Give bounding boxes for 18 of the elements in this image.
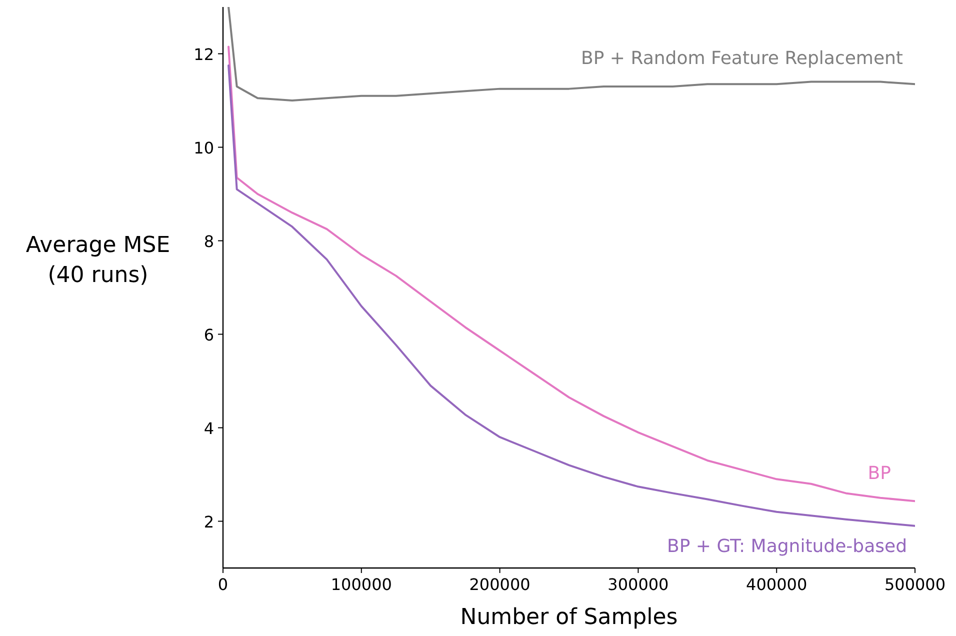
- y-tick-label: 4: [204, 418, 214, 438]
- x-tick-label: 200000: [469, 575, 530, 594]
- x-tick-label: 400000: [746, 575, 808, 594]
- series-label: BP + GT: Magnitude-based: [666, 536, 907, 557]
- y-tick-label: 12: [194, 44, 214, 64]
- x-tick-label: 500000: [884, 575, 946, 594]
- x-tick-label: 300000: [608, 575, 669, 594]
- line-series: [228, 7, 915, 102]
- series-label: BP + Random Feature Replacement: [581, 48, 903, 70]
- x-tick-label: 100000: [330, 575, 392, 594]
- y-tick-label: 6: [204, 325, 214, 344]
- y-tick-label: 2: [204, 512, 214, 532]
- x-axis-title: Number of Samples: [460, 605, 678, 630]
- y-tick-label: 8: [204, 232, 214, 251]
- y-tick-label: 10: [194, 138, 214, 158]
- y-axis-title: Average MSE (40 runs): [26, 233, 170, 288]
- x-tick-label: 0: [218, 575, 228, 594]
- series-label: BP: [868, 463, 892, 484]
